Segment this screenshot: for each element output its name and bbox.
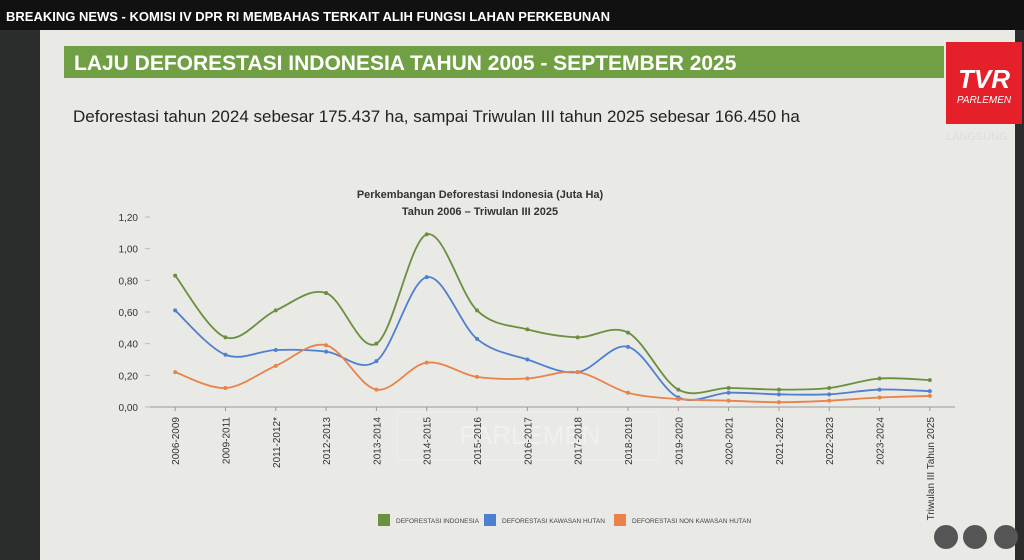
point	[776, 387, 781, 392]
y-tick-label: 1,20	[119, 213, 139, 224]
point	[676, 397, 681, 402]
series-line	[174, 343, 930, 404]
point	[525, 327, 530, 332]
slide	[40, 30, 1015, 560]
y-tick-label: 1,00	[119, 245, 139, 256]
logo-sub: PARLEMEN	[957, 95, 1012, 106]
chart-subtitle: Tahun 2006 – Triwulan III 2025	[402, 206, 558, 218]
point	[877, 387, 882, 392]
point	[223, 352, 228, 357]
point	[525, 357, 530, 362]
y-tick-label: 0,40	[119, 340, 139, 351]
point	[776, 400, 781, 405]
x-tick-label: 2006-2009	[171, 417, 182, 465]
x-tick-label: 2009-2011	[221, 417, 232, 465]
point	[827, 386, 832, 390]
point	[575, 370, 580, 375]
point	[475, 374, 480, 379]
logo-brand: TVR	[958, 64, 1010, 94]
point	[374, 387, 379, 392]
point	[726, 390, 731, 395]
point	[625, 390, 630, 395]
point	[424, 275, 429, 280]
comment-button[interactable]	[994, 525, 1018, 549]
point	[877, 376, 882, 381]
x-tick-label: 2013-2014	[372, 417, 383, 465]
x-tick-label: 2016-2017	[523, 417, 534, 465]
legend-swatch	[484, 514, 496, 526]
dislike-button[interactable]	[963, 525, 987, 549]
point	[827, 398, 832, 403]
legend-label: DEFORESTASI NON KAWASAN HUTAN	[632, 518, 751, 525]
chart-title: Perkembangan Deforestasi Indonesia (Juta…	[357, 189, 604, 201]
legend-swatch	[378, 514, 390, 526]
watermark: PARLEMEN	[459, 420, 600, 450]
x-tick-label: 2023-2024	[876, 417, 887, 465]
x-tick-label: 2014-2015	[423, 417, 434, 465]
legend-label: DEFORESTASI KAWASAN HUTAN	[502, 518, 605, 525]
x-tick-label: 2022-2023	[825, 417, 836, 465]
point	[776, 392, 781, 397]
point	[324, 291, 329, 295]
point	[173, 370, 178, 375]
point	[525, 376, 530, 381]
point	[877, 395, 882, 400]
point	[927, 378, 932, 383]
point	[927, 393, 932, 398]
legend-swatch	[614, 514, 626, 526]
point	[273, 348, 278, 352]
point	[575, 335, 580, 340]
point	[625, 330, 630, 335]
point	[273, 363, 278, 368]
x-tick-label: 2018-2019	[624, 417, 635, 465]
point	[173, 273, 178, 278]
point	[927, 389, 932, 394]
point	[424, 232, 429, 237]
y-tick-label: 0,60	[119, 308, 139, 319]
ticker-bar	[0, 0, 1024, 30]
point	[223, 386, 228, 390]
player-controls[interactable]	[934, 525, 1018, 549]
point	[475, 336, 480, 341]
like-button[interactable]	[934, 525, 958, 549]
x-tick-label: 2015-2016	[473, 417, 484, 465]
point	[475, 308, 480, 313]
x-tick-label: Triwulan III Tahun 2025	[926, 417, 937, 521]
y-tick-label: 0,80	[119, 276, 139, 287]
point	[173, 308, 178, 313]
y-tick-label: 0,20	[119, 371, 139, 382]
point	[374, 359, 379, 364]
title-banner	[64, 46, 944, 78]
x-tick-label: 2021-2022	[775, 417, 786, 465]
logo	[946, 42, 1022, 124]
watermark-box	[396, 411, 660, 461]
point	[374, 341, 379, 346]
y-tick-label: 0,00	[119, 403, 139, 414]
point	[223, 335, 228, 340]
legend-label: DEFORESTASI INDONESIA	[396, 518, 480, 525]
ticker: BREAKING NEWS - KOMISI IV DPR RI MEMBAHA…	[6, 9, 610, 24]
x-tick-label: 2020-2021	[725, 417, 736, 465]
x-tick-label: 2019-2020	[674, 417, 685, 465]
slide-title: LAJU DEFORESTASI INDONESIA TAHUN 2005 - …	[74, 52, 737, 75]
live-status: LANGSUNG	[946, 131, 1008, 143]
slide-subtitle: Deforestasi tahun 2024 sebesar 175.437 h…	[73, 107, 800, 126]
x-tick-label: 2011-2012*	[272, 417, 283, 468]
point	[726, 386, 731, 390]
x-tick-label: 2017-2018	[574, 417, 585, 465]
point	[324, 343, 329, 348]
point	[324, 349, 329, 354]
point	[827, 392, 832, 397]
x-tick-label: 2012-2013	[322, 417, 333, 465]
point	[424, 360, 429, 365]
point	[676, 387, 681, 392]
point	[273, 308, 278, 313]
point	[726, 398, 731, 403]
point	[625, 344, 630, 349]
